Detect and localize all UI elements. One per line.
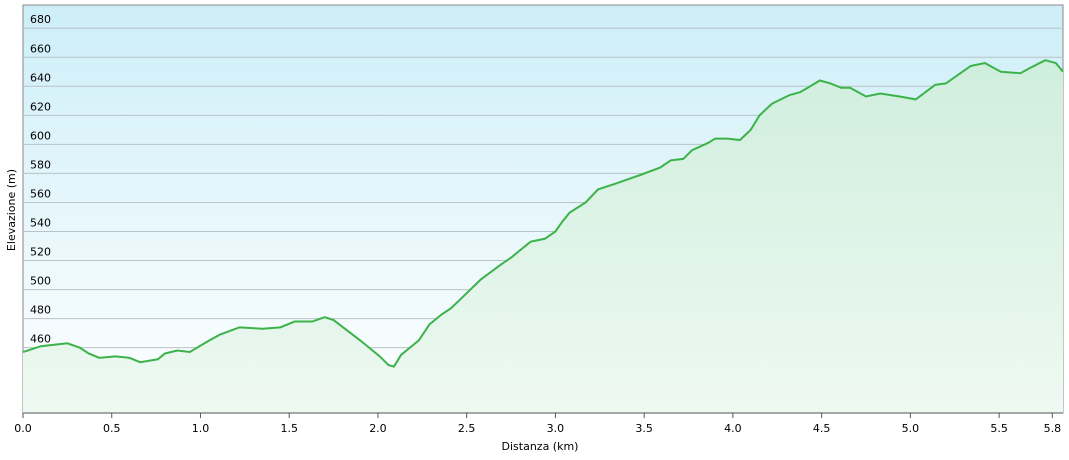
x-tick-label: 3.0 — [547, 422, 565, 435]
y-tick-label: 640 — [30, 71, 51, 84]
x-axis-title: Distanza (km) — [502, 440, 579, 453]
area-fill — [23, 60, 1063, 413]
elevation-line — [22, 59, 1064, 368]
y-tick-label: 540 — [30, 217, 51, 230]
x-tick-label: 4.0 — [724, 422, 742, 435]
y-tick-label: 560 — [30, 187, 51, 200]
y-tick-label: 680 — [30, 13, 51, 26]
y-tick-label: 620 — [30, 100, 51, 113]
x-tick-label: 2.0 — [369, 422, 387, 435]
x-tick-label: 2.5 — [458, 422, 476, 435]
y-tick-label: 500 — [30, 275, 51, 288]
x-tick-label: 0.0 — [14, 422, 32, 435]
y-tick-label: 660 — [30, 42, 51, 55]
y-tick-label: 600 — [30, 129, 51, 142]
y-tick-label: 520 — [30, 246, 51, 259]
x-tick-label: 4.5 — [813, 422, 831, 435]
y-tick-label: 460 — [30, 333, 51, 346]
x-tick-label: 1.5 — [280, 422, 298, 435]
y-tick-label: 580 — [30, 158, 51, 171]
x-tick-label: 1.0 — [192, 422, 210, 435]
x-tick-label: 5.8 — [1044, 422, 1062, 435]
y-axis-title: Elevazione (m) — [5, 169, 18, 251]
x-tick-label: 5.0 — [902, 422, 920, 435]
x-tick-label: 3.5 — [635, 422, 653, 435]
y-tick-label: 480 — [30, 304, 51, 317]
x-tick-label: 0.5 — [103, 422, 121, 435]
x-tick-label: 5.5 — [990, 422, 1008, 435]
